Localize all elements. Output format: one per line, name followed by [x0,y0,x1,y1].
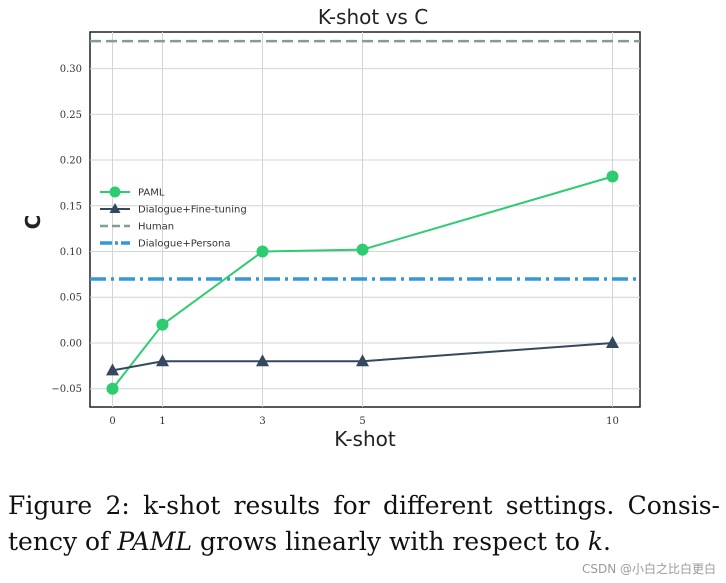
dialogue-fine-tuning-point [106,363,119,376]
chart-title: K-shot vs C [318,5,428,29]
legend-label: Dialogue+Fine-tuning [138,205,247,216]
legend-marker [109,186,121,198]
legend-label: Dialogue+Persona [138,239,230,250]
grid [90,32,640,407]
chart: K-shot vs C 0 1 3 5 10 −0.05 0.00 0.05 0.10 0.15… [21,5,641,451]
legend-label: Human [138,222,174,233]
caption-variable: k [587,527,604,556]
dialogue-fine-tuning-point [156,354,169,367]
paml-point [106,382,119,395]
y-tick-label: 0.20 [60,156,82,167]
x-tick-label: 1 [159,416,165,427]
dialogue-fine-tuning-point [356,354,369,367]
y-ticks: −0.05 0.00 0.05 0.10 0.15 0.20 0.25 0.30 [51,64,82,395]
x-tick-label: 3 [259,416,265,427]
y-tick-label: 0.00 [60,338,82,349]
plot-area [89,31,641,408]
watermark: CSDN @小白之比白更白 [581,562,716,576]
y-tick-label: −0.05 [51,384,82,395]
y-tick-label: 0.15 [60,201,82,212]
y-tick-label: 0.25 [60,110,82,121]
legend: PAML Dialogue+Fine-tuning Human Dialogue+Pe… [100,186,247,250]
reference-lines [90,39,640,281]
legend-label: PAML [138,188,165,199]
figure-caption: Figure 2: k-shot results for different s… [8,491,720,556]
y-tick-label: 0.30 [60,64,82,75]
dialogue-fine-tuning-point [256,354,269,367]
y-axis-label: C [21,215,45,230]
x-tick-label: 10 [606,416,619,427]
paml-point [256,245,269,258]
paml-point [356,243,369,256]
x-ticks: 0 1 3 5 10 [109,416,619,427]
x-tick-label: 0 [109,416,115,427]
dialogue-fine-tuning-point [606,335,619,348]
y-tick-label: 0.05 [60,293,82,304]
legend-marker [109,203,121,213]
series-group [106,170,619,395]
paml-point [156,318,169,331]
paml-point [606,170,619,183]
x-tick-label: 5 [359,416,365,427]
x-axis-label: K-shot [334,427,396,451]
caption-emphasis: PAML [117,527,193,556]
y-tick-label: 0.10 [60,247,82,258]
